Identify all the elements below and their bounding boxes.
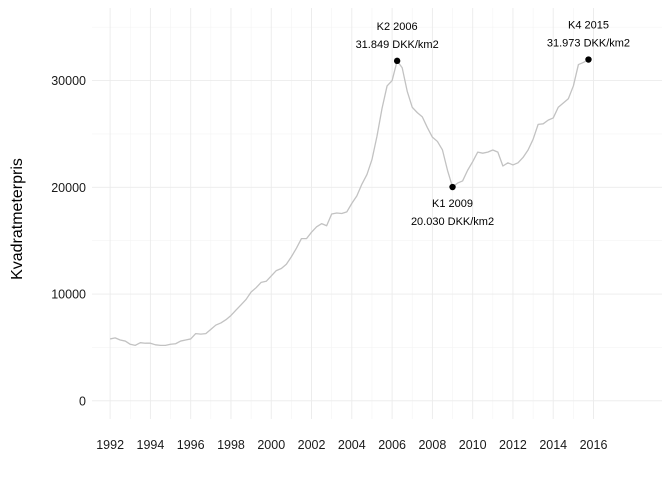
y-axis-title: Kvadratmeterpris bbox=[9, 158, 26, 280]
major-gridlines-y bbox=[92, 80, 662, 402]
x-tick-label: 1994 bbox=[137, 438, 165, 452]
annotation-point bbox=[585, 56, 592, 63]
x-tick-label: 1998 bbox=[217, 438, 245, 452]
x-tick-label: 2002 bbox=[298, 438, 326, 452]
y-axis-tick-labels: 0 10000 20000 30000 bbox=[51, 74, 86, 408]
series-layer bbox=[109, 58, 589, 346]
x-tick-label: 2006 bbox=[378, 438, 406, 452]
x-tick-label: 2012 bbox=[499, 438, 527, 452]
y-tick-label: 0 bbox=[79, 394, 86, 408]
y-tick-label: 20000 bbox=[51, 181, 86, 195]
x-tick-label: 2004 bbox=[338, 438, 366, 452]
x-tick-label: 1992 bbox=[96, 438, 124, 452]
x-tick-label: 2008 bbox=[418, 438, 446, 452]
annotation-label-value: 31.973 DKK/km2 bbox=[547, 38, 630, 50]
x-tick-label: 2014 bbox=[539, 438, 567, 452]
annotation-label-value: 31.849 DKK/km2 bbox=[356, 39, 439, 51]
annotation-label-period: K1 2009 bbox=[432, 198, 473, 210]
annotation-label-period: K2 2006 bbox=[377, 21, 418, 33]
annotation-point bbox=[449, 183, 456, 191]
x-tick-label: 2000 bbox=[257, 438, 285, 452]
y-tick-label: 10000 bbox=[51, 288, 86, 302]
x-tick-label: 1996 bbox=[177, 438, 205, 452]
annotation-label-period: K4 2015 bbox=[568, 20, 609, 32]
x-tick-label: 2016 bbox=[580, 438, 608, 452]
y-tick-label: 30000 bbox=[51, 74, 86, 88]
x-tick-label: 2010 bbox=[459, 438, 487, 452]
annotation-label-value: 20.030 DKK/km2 bbox=[411, 216, 494, 228]
series-line-0 bbox=[109, 58, 589, 346]
annotation-layer: K2 2006 31.849 DKK/km2 K1 2009 20.030 DKK/k… bbox=[356, 20, 630, 228]
annotation-point bbox=[393, 57, 401, 65]
major-gridlines-x bbox=[109, 8, 594, 419]
x-axis-tick-labels: 1992 1994 1996 1998 2000 2002 2004 2006 2008 2010… bbox=[96, 438, 607, 452]
